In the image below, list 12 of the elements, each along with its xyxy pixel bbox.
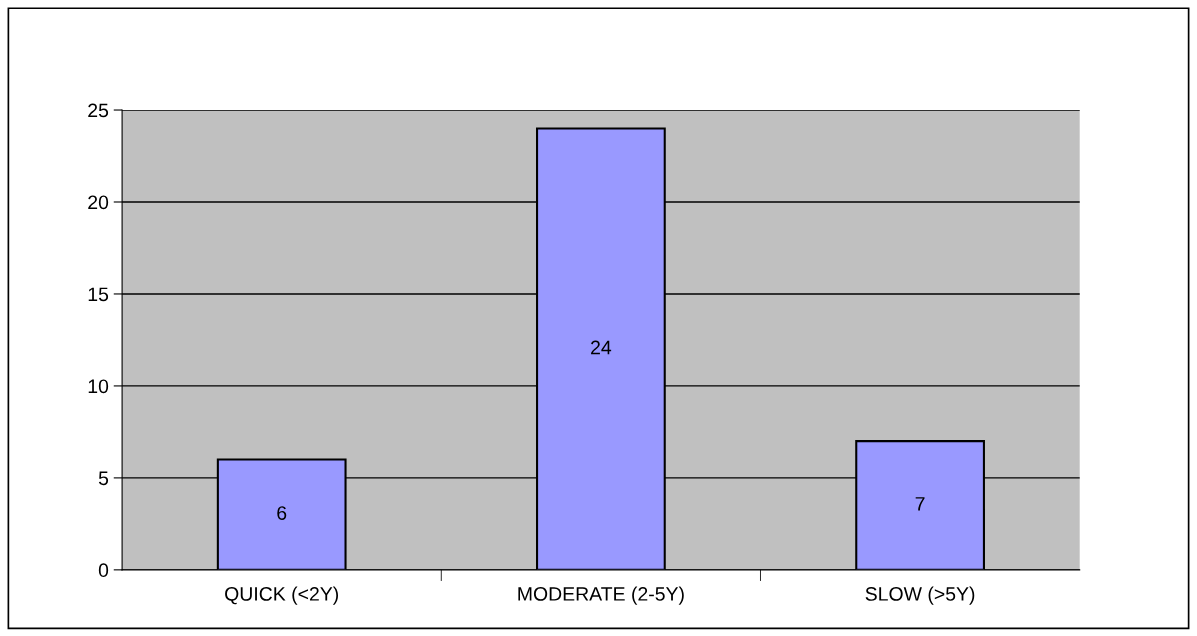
x-tick-label: MODERATE (2-5Y) [518,586,684,605]
x-tick-label: SLOW (>5Y) [865,586,975,605]
data-label: 6 [277,506,287,520]
x-tick-label: QUICK (<2Y) [225,586,339,605]
y-tick-label: 25 [88,103,109,118]
y-tick-label: 10 [88,379,109,394]
y-tick-label: 5 [98,471,109,486]
y-tick-label: 20 [88,195,109,210]
y-tick-label: 15 [88,287,109,302]
data-label: 7 [915,497,925,511]
data-label: 24 [591,340,612,355]
y-tick-label: 0 [98,563,109,578]
